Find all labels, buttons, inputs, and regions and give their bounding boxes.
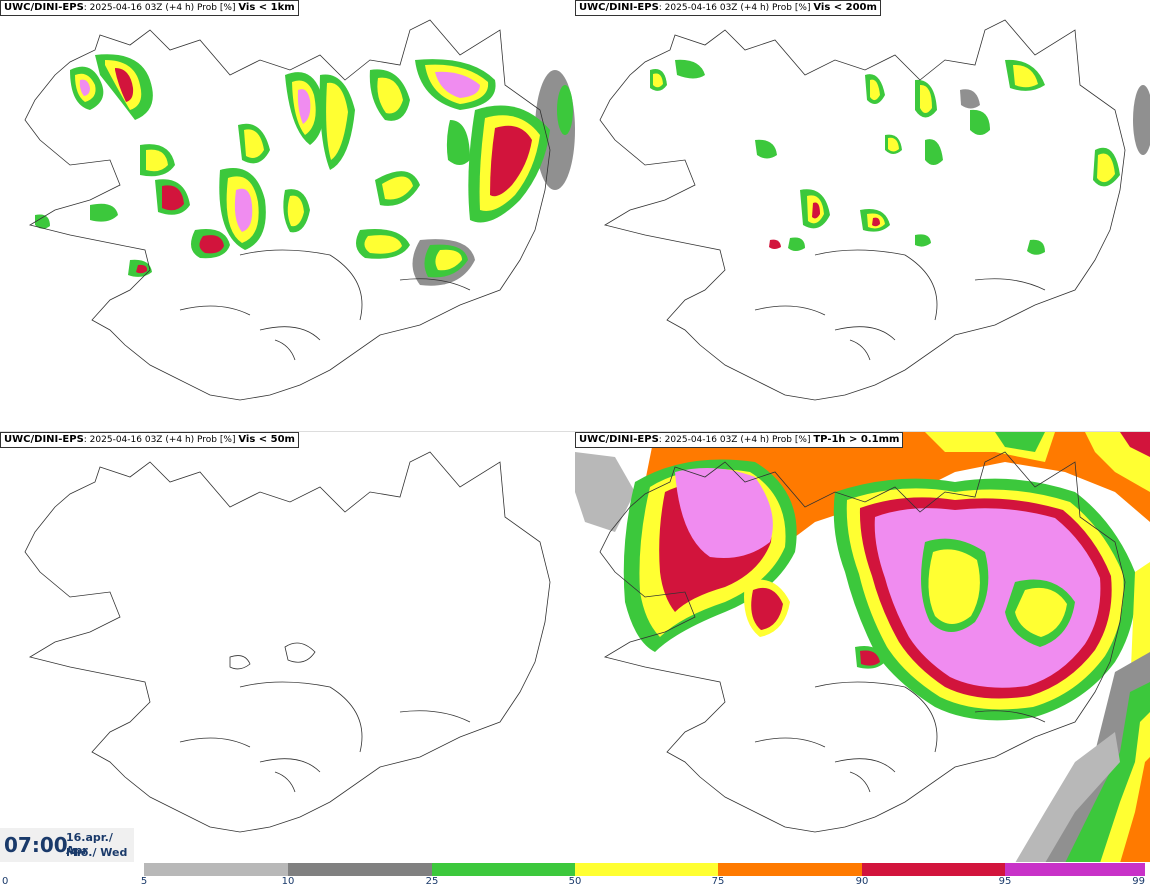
colorbar-tick-label: 25 — [425, 876, 439, 887]
model-name: UWC/DINI-EPS — [4, 434, 84, 445]
colorbar-tick-label: 10 — [281, 876, 295, 887]
run-info: 2025-04-16 03Z (+4 h) Prob [%] — [664, 435, 811, 445]
colorbar-segment — [1005, 863, 1145, 876]
panel-title: UWC/DINI-EPS: 2025-04-16 03Z (+4 h) Prob… — [575, 432, 904, 448]
probability-shading — [35, 54, 575, 286]
panel-title: UWC/DINI-EPS: 2025-04-16 03Z (+4 h) Prob… — [0, 0, 299, 16]
panel-title: UWC/DINI-EPS: 2025-04-16 03Z (+4 h) Prob… — [575, 0, 881, 16]
coastline — [24, 451, 551, 833]
colorbar-segment — [718, 863, 862, 876]
model-name: UWC/DINI-EPS — [4, 2, 84, 13]
iceland-map — [24, 451, 551, 833]
variable-name: Vis < 50m — [238, 434, 295, 445]
colorbar-tick-label: 99 — [1132, 876, 1145, 887]
map-panel-vis-1km: UWC/DINI-EPS: 2025-04-16 03Z (+4 h) Prob… — [0, 0, 575, 431]
model-name: UWC/DINI-EPS — [579, 2, 659, 13]
probability-shading — [575, 432, 1150, 863]
colorbar-segment — [432, 863, 575, 876]
run-info: 2025-04-16 03Z (+4 h) Prob [%] — [89, 435, 236, 445]
variable-name: Vis < 200m — [813, 2, 877, 13]
iceland-map — [599, 19, 1150, 401]
variable-name: Vis < 1km — [238, 2, 295, 13]
colorbar-legend: 0 5 10 25 50 75 90 95 99 — [0, 862, 1150, 891]
map-panel-vis-50m: UWC/DINI-EPS: 2025-04-16 03Z (+4 h) Prob… — [0, 432, 575, 863]
colorbar-tick-label: 95 — [998, 876, 1012, 887]
iceland-map — [575, 432, 1150, 863]
colorbar-segment — [144, 863, 288, 876]
valid-time: 07:00 — [4, 833, 68, 857]
colorbar-tick-label: 0 — [2, 876, 9, 887]
valid-time-box: 07:00 16.apr./ Apr Mið./ Wed — [0, 828, 134, 862]
run-info: 2025-04-16 03Z (+4 h) Prob [%] — [664, 3, 811, 13]
colorbar-segment — [575, 863, 718, 876]
colorbar-segment — [862, 863, 1005, 876]
run-info: 2025-04-16 03Z (+4 h) Prob [%] — [89, 3, 236, 13]
colorbar-tick-label: 5 — [140, 876, 148, 887]
valid-date: 16.apr./ Apr — [66, 831, 113, 857]
coastline — [599, 451, 1126, 833]
map-panel-vis-200m: UWC/DINI-EPS: 2025-04-16 03Z (+4 h) Prob… — [575, 0, 1150, 431]
probability-shading — [650, 59, 1150, 255]
valid-day: Mið./ Wed — [66, 846, 128, 859]
variable-name: TP-1h > 0.1mm — [813, 434, 900, 445]
model-name: UWC/DINI-EPS — [579, 434, 659, 445]
iceland-map — [24, 19, 575, 401]
colorbar-tick-label: 50 — [568, 876, 582, 887]
colorbar-tick-label: 75 — [711, 876, 725, 887]
colorbar-tick-label: 90 — [855, 876, 869, 887]
colorbar-segment — [288, 863, 432, 876]
colorbar-segment — [2, 863, 144, 876]
panel-divider-horizontal — [0, 431, 1150, 432]
map-panel-tp-1h: UWC/DINI-EPS: 2025-04-16 03Z (+4 h) Prob… — [575, 432, 1150, 863]
coastline — [599, 19, 1126, 401]
coastline — [24, 19, 551, 401]
panel-title: UWC/DINI-EPS: 2025-04-16 03Z (+4 h) Prob… — [0, 432, 299, 448]
